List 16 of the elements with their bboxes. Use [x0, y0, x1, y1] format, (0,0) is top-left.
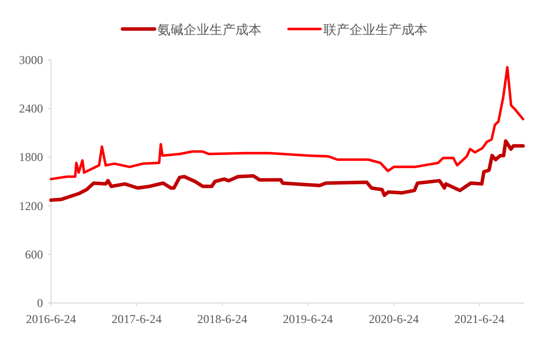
y-tick-label: 3000 [19, 53, 43, 67]
legend-label: 氨碱企业生产成本 [158, 22, 262, 37]
x-tick-label: 2018-6-24 [197, 312, 248, 326]
x-tick-label: 2021-6-24 [454, 312, 504, 326]
y-tick-label: 1800 [19, 150, 43, 164]
line-series [49, 139, 525, 202]
line-series [50, 66, 524, 180]
x-tick-label: 2017-6-24 [112, 312, 162, 326]
y-tick-label: 0 [37, 296, 43, 310]
x-tick-label: 2016-6-24 [26, 312, 76, 326]
x-tick-label: 2020-6-24 [368, 312, 419, 326]
y-tick-label: 600 [25, 247, 43, 262]
y-tick-label: 2400 [19, 102, 43, 116]
legend-label: 联产企业生产成本 [324, 22, 428, 37]
y-tick-label: 1200 [19, 198, 43, 213]
x-tick-label: 2019-6-24 [282, 312, 333, 326]
